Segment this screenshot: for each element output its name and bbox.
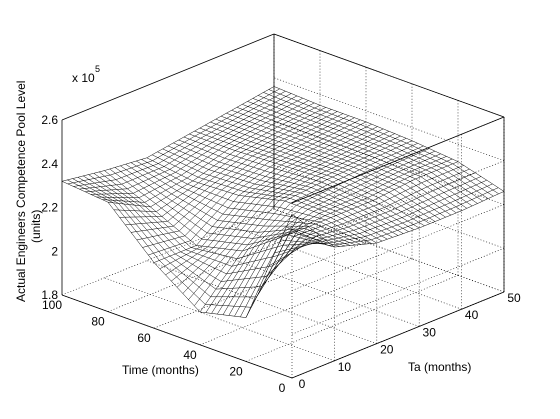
y-tick-label: 40 [465, 308, 479, 322]
tick-labels: 0 20 40 60 80 100 0 10 20 30 40 50 1.8 2 2.2 2.4 2.6 [41, 113, 521, 395]
surface-mesh-line-time [73, 90, 286, 187]
x-axis-label: Time (months) [122, 363, 199, 377]
surface-mesh-line-ta [231, 110, 462, 212]
z-axis-label-line2: (units) [29, 210, 43, 243]
floor-grid-line-x [153, 241, 367, 329]
x-tick-label: 40 [183, 348, 197, 362]
y-tick-label: 10 [338, 360, 352, 374]
surface-mesh-line-ta [61, 181, 293, 318]
surface-mesh-line-ta [130, 162, 362, 245]
surface-mesh-line-ta [226, 112, 457, 214]
surface-mesh-line-time [171, 128, 384, 282]
back-wall2-grid-z [273, 208, 505, 293]
surface-mesh-line-ta [183, 136, 415, 231]
floor-grid-line-x [245, 275, 459, 362]
x-tick-label: 80 [91, 315, 105, 329]
surface-mesh-line-time [257, 168, 470, 292]
surface-mesh-line-time [61, 86, 275, 182]
surface-mesh-line-ta [162, 148, 393, 238]
surface-mesh-line-ta [189, 133, 420, 229]
axes [61, 33, 505, 379]
z-tick-label: 2.2 [41, 201, 58, 215]
surface-mesh-line-time [245, 161, 459, 318]
surface-mesh-line-time [165, 126, 378, 276]
surface-mesh-line-ta [210, 121, 441, 220]
y-tick-label: 20 [380, 343, 394, 357]
surface-mesh-line-ta [236, 107, 468, 209]
surface-mesh-line-ta [252, 98, 483, 202]
surface-mesh-line-ta [178, 139, 409, 232]
surface-mesh-line-ta [194, 130, 425, 227]
y-axis-label: Ta (months) [408, 360, 471, 374]
surface-mesh-line-ta [98, 171, 330, 259]
back-wall-grid-z [291, 204, 505, 291]
surface-mesh-line-ta [104, 170, 335, 252]
surface-mesh-line-ta [146, 157, 377, 244]
x-tick-label: 100 [42, 298, 62, 312]
floor-grid-line-y [104, 277, 335, 362]
surface-mesh-line-ta [125, 163, 356, 246]
z-tick-label: 2.6 [41, 113, 58, 127]
surface-mesh-line-ta [268, 89, 499, 195]
x-tick-label: 0 [279, 381, 286, 395]
back-wall2-grid-z [273, 77, 505, 162]
surface-mesh-line-time [67, 88, 280, 185]
surface-mesh-line-ta [258, 95, 489, 199]
y-tick-label: 30 [423, 325, 437, 339]
surface-mesh-line-ta [77, 177, 309, 290]
z-tick-label: 2 [51, 244, 58, 258]
surface-mesh [61, 86, 505, 318]
surface-mesh-line-ta [136, 160, 367, 245]
surface-mesh-line-ta [88, 174, 319, 275]
surface-mesh-line-time [268, 176, 482, 267]
surface-mesh-line-ta [215, 118, 446, 218]
y-axis-line [291, 291, 505, 379]
surface-mesh-line-ta [120, 165, 351, 246]
surface-mesh-line-ta [72, 178, 303, 298]
x-tick-label: 60 [137, 331, 151, 345]
surface-mesh-line-ta [67, 179, 298, 308]
surface-mesh-line-ta [205, 124, 436, 222]
surface-mesh-line-ta [247, 101, 478, 204]
surface-mesh-line-ta [93, 173, 324, 267]
surface-mesh-line-ta [220, 115, 452, 216]
surface-mesh-line-ta [263, 92, 494, 197]
box-top-edge3 [61, 33, 275, 121]
surface-mesh-line-ta [141, 159, 372, 244]
back-wall-grid-z [291, 247, 505, 335]
surface-mesh-line-ta [151, 154, 383, 242]
box-top-edge2 [273, 33, 505, 118]
surface-mesh-line-ta [199, 127, 430, 224]
x-axis-line [61, 294, 293, 379]
surface-mesh-line-ta [167, 145, 399, 236]
surface-mesh-line-ta [83, 175, 314, 282]
surface-mesh-line-ta [157, 151, 388, 240]
floor-grid-line-x [199, 258, 413, 346]
y-tick-label: 0 [299, 377, 306, 391]
surface-mesh-line-ta [109, 168, 340, 247]
surface-mesh-line-ta [273, 86, 505, 192]
surface-mesh-line-ta [242, 104, 473, 207]
floor-grid-line-x [107, 225, 321, 312]
z-scale-label: x 10 [72, 71, 95, 85]
surface-mesh-line-ta [173, 142, 404, 234]
floor-grid-line-x [61, 208, 275, 296]
x-tick-label: 20 [229, 364, 243, 378]
y-tick-label: 50 [507, 291, 521, 305]
z-tick-label: 2.4 [41, 157, 58, 171]
z-axis-label-line1: Actual Engineers Competence Pool Level [14, 81, 28, 302]
box-top-edge [291, 116, 505, 204]
z-tick-label: 1.8 [41, 288, 58, 302]
z-scale-exponent: 5 [95, 64, 100, 74]
surface-mesh-line-ta [114, 167, 346, 247]
